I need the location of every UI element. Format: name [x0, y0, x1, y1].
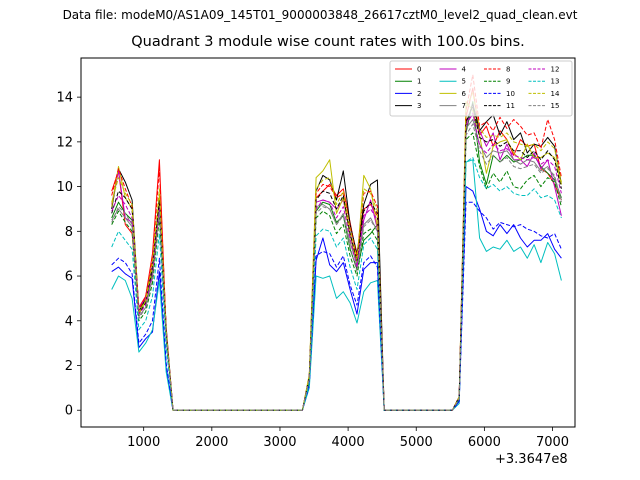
legend-label-13: 13	[551, 78, 560, 86]
x-axis-offset-label: +3.3647e8	[495, 452, 568, 467]
x-tick-label: 6000	[468, 435, 501, 450]
legend-box	[389, 60, 573, 117]
y-tick-label: 12	[56, 135, 73, 150]
legend-label-11: 11	[506, 102, 515, 110]
x-tick-label: 4000	[332, 435, 365, 450]
series-line-5	[111, 159, 562, 411]
legend-label-0: 0	[417, 66, 421, 74]
y-tick-label: 6	[65, 270, 73, 285]
figure-suptitle: Data file: modeM0/AS1A09_145T01_90000038…	[62, 8, 578, 22]
series-line-8	[111, 74, 562, 411]
legend-label-15: 15	[551, 102, 560, 110]
legend-label-2: 2	[417, 90, 421, 98]
axes-layer: 1000 2000 3000 4000 5000 6000 7000 0 2 4 6 8 10 12 14	[56, 91, 569, 450]
legend-label-12: 12	[551, 66, 560, 74]
series-layer	[111, 74, 562, 411]
x-tick-label: 2000	[195, 435, 228, 450]
series-line-7	[111, 119, 562, 411]
x-tick-label: 5000	[400, 435, 433, 450]
legend-label-5: 5	[462, 78, 466, 86]
y-tick-label: 2	[65, 359, 73, 374]
legend-label-6: 6	[462, 90, 467, 98]
series-line-12	[111, 112, 562, 411]
series-line-1	[111, 101, 562, 411]
series-line-4	[111, 114, 562, 411]
legend-label-4: 4	[462, 66, 467, 74]
y-tick-label: 14	[56, 91, 73, 106]
legend-label-1: 1	[417, 78, 421, 86]
legend-label-10: 10	[506, 90, 515, 98]
y-tick-label: 10	[56, 180, 73, 195]
legend-label-14: 14	[551, 90, 560, 98]
x-tick-label: 3000	[263, 435, 296, 450]
series-line-6	[111, 101, 562, 411]
y-tick-label: 8	[65, 225, 73, 240]
x-tick-label: 1000	[127, 435, 160, 450]
x-tick-label: 7000	[536, 435, 569, 450]
plot-frame	[80, 57, 576, 428]
y-tick-label: 0	[65, 404, 73, 419]
legend-label-3: 3	[417, 102, 421, 110]
legend-label-9: 9	[506, 78, 510, 86]
legend-label-7: 7	[462, 102, 466, 110]
y-tick-label: 4	[65, 314, 73, 329]
series-line-15	[111, 123, 562, 411]
legend-label-8: 8	[506, 66, 510, 74]
chart-title: Quadrant 3 module wise count rates with …	[131, 34, 525, 50]
series-line-14	[111, 92, 562, 411]
series-line-3	[111, 103, 562, 411]
series-line-11	[111, 105, 562, 411]
